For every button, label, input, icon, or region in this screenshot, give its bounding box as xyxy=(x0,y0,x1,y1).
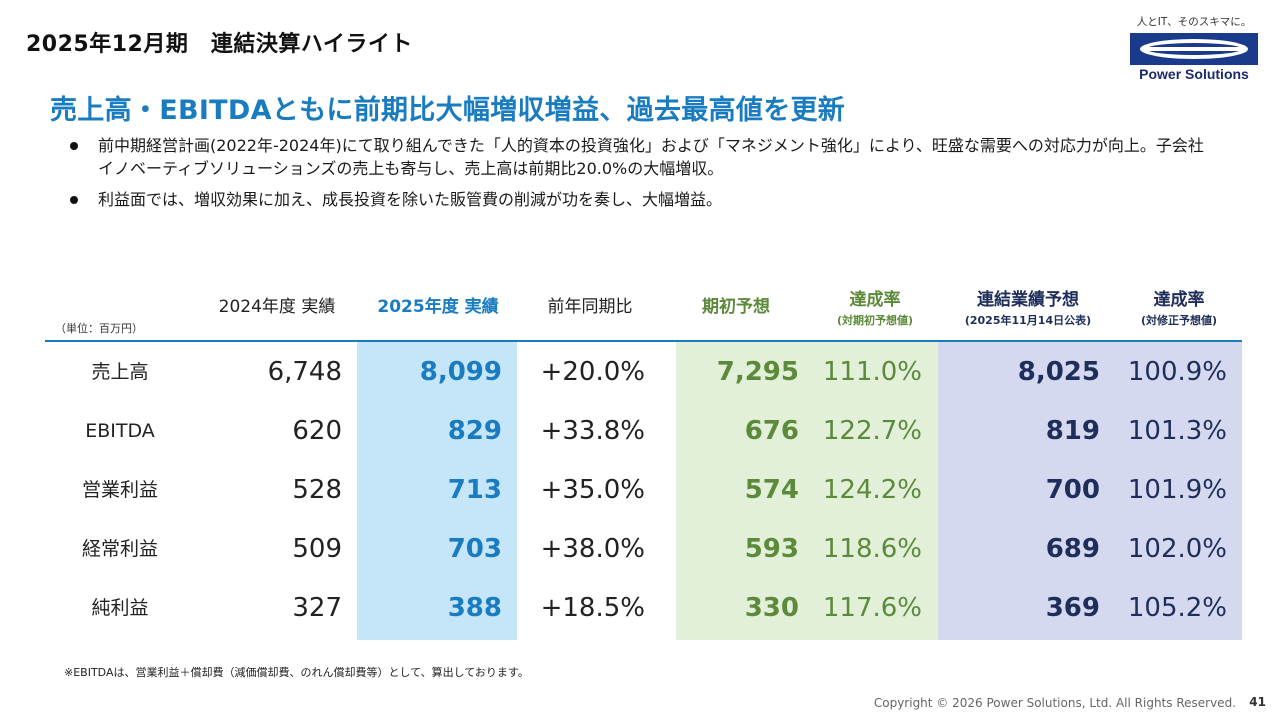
cell-fcst: 689 xyxy=(1045,534,1100,564)
header-achievement-initial: 達成率 (対期初予想値) xyxy=(836,290,914,327)
logo-tagline: 人とIT、そのスキマに。 xyxy=(1136,16,1252,28)
logo-name: Power Solutions xyxy=(1139,66,1249,82)
cell-curr: 8,099 xyxy=(419,357,502,387)
cell-ach1: 117.6% xyxy=(822,593,922,623)
cell-fcst: 819 xyxy=(1045,416,1100,446)
cell-yoy: +33.8% xyxy=(540,416,645,446)
row-label: 売上高 xyxy=(91,361,149,383)
cell-plan: 330 xyxy=(744,593,799,623)
cell-ach2: 101.3% xyxy=(1127,416,1227,446)
bullet-dot-icon xyxy=(70,196,78,204)
cell-prev: 509 xyxy=(292,534,342,564)
cell-yoy: +35.0% xyxy=(540,475,645,505)
header-prev-year: 2024年度 実績 xyxy=(218,297,336,317)
header-curr-year: 2025年度 実績 xyxy=(377,297,499,317)
bullet-text: 利益面では、増収効果に加え、成長投資を除いた販管費の削減が功を奏し、大幅増益。 xyxy=(98,190,723,209)
header-initial-forecast: 期初予想 xyxy=(702,297,770,317)
headline: 売上高・EBITDAともに前期比大幅増収増益、過去最高値を更新 xyxy=(50,95,846,126)
row-label: 営業利益 xyxy=(81,479,158,501)
table-row: 経常利益 509 703 +38.0% 593 118.6% 689 102.0… xyxy=(45,520,1242,579)
cell-curr: 388 xyxy=(447,593,502,623)
page-number: 41 xyxy=(1249,695,1266,709)
revised-forecast-column-bg xyxy=(938,342,1242,640)
cell-ach1: 124.2% xyxy=(822,475,922,505)
cell-fcst: 8,025 xyxy=(1017,357,1100,387)
unit-label: （単位：百万円） xyxy=(55,322,143,335)
bullet-item: 利益面では、増収効果に加え、成長投資を除いた販管費の削減が功を奏し、大幅増益。 xyxy=(70,188,1230,211)
cell-plan: 7,295 xyxy=(716,357,799,387)
header-yoy: 前年同期比 xyxy=(547,297,633,317)
header-achievement-revised: 達成率 (対修正予想値) xyxy=(1140,290,1218,327)
cell-ach1: 111.0% xyxy=(822,357,922,387)
cell-prev: 327 xyxy=(292,593,342,623)
cell-yoy: +20.0% xyxy=(540,357,645,387)
row-label: EBITDA xyxy=(85,420,155,442)
cell-prev: 528 xyxy=(292,475,342,505)
bullet-dot-icon xyxy=(70,142,78,150)
cell-ach2: 100.9% xyxy=(1127,357,1227,387)
cell-plan: 593 xyxy=(744,534,799,564)
cell-fcst: 700 xyxy=(1045,475,1100,505)
current-year-column-bg xyxy=(357,342,517,640)
cell-plan: 574 xyxy=(744,475,799,505)
table-row: 営業利益 528 713 +35.0% 574 124.2% 700 101.9… xyxy=(45,461,1242,520)
cell-curr: 713 xyxy=(447,475,502,505)
table-header-rule xyxy=(45,340,1242,342)
bullet-list: 前中期経営計画(2022年-2024年)にて取り組んできた「人的資本の投資強化」… xyxy=(70,134,1230,219)
footnote: ※EBITDAは、営業利益＋償却費（減価償却費、のれん償却費等）として、算出して… xyxy=(64,666,529,679)
cell-plan: 676 xyxy=(744,416,799,446)
logo-mark-icon xyxy=(1130,33,1258,65)
initial-forecast-column-bg xyxy=(676,342,938,640)
table-row: 売上高 6,748 8,099 +20.0% 7,295 111.0% 8,02… xyxy=(45,343,1242,402)
cell-yoy: +38.0% xyxy=(540,534,645,564)
cell-yoy: +18.5% xyxy=(540,593,645,623)
bullet-text: 前中期経営計画(2022年-2024年)にて取り組んできた「人的資本の投資強化」… xyxy=(98,136,1204,178)
row-label: 純利益 xyxy=(91,597,149,619)
cell-ach1: 122.7% xyxy=(822,416,922,446)
cell-fcst: 369 xyxy=(1045,593,1100,623)
bullet-item: 前中期経営計画(2022年-2024年)にて取り組んできた「人的資本の投資強化」… xyxy=(70,134,1230,180)
cell-curr: 829 xyxy=(447,416,502,446)
cell-prev: 620 xyxy=(292,416,342,446)
cell-curr: 703 xyxy=(447,534,502,564)
cell-prev: 6,748 xyxy=(267,357,342,387)
page-title: 2025年12月期 連結決算ハイライト xyxy=(26,32,413,57)
table-row: 純利益 327 388 +18.5% 330 117.6% 369 105.2% xyxy=(45,579,1242,638)
cell-ach2: 101.9% xyxy=(1127,475,1227,505)
table-row: EBITDA 620 829 +33.8% 676 122.7% 819 101… xyxy=(45,402,1242,461)
row-label: 経常利益 xyxy=(81,538,158,560)
header-revised-forecast: 連結業績予想 (2025年11月14日公表) xyxy=(964,290,1092,327)
copyright: Copyright © 2026 Power Solutions, Ltd. A… xyxy=(873,696,1236,710)
cell-ach1: 118.6% xyxy=(822,534,922,564)
cell-ach2: 105.2% xyxy=(1127,593,1227,623)
company-logo: 人とIT、そのスキマに。 Power Solutions xyxy=(1128,14,1260,82)
cell-ach2: 102.0% xyxy=(1127,534,1227,564)
